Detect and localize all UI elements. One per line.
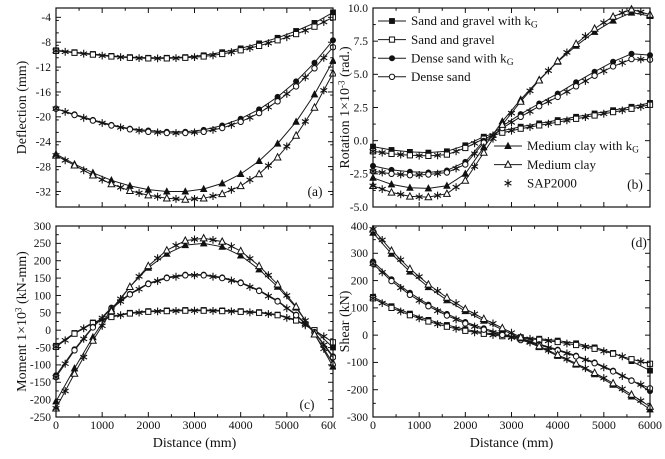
y-tick-label: 7.5 <box>354 36 369 48</box>
series-group <box>368 4 655 201</box>
y-tick-label: -16 <box>36 87 52 99</box>
y-tick-label: 10.0 <box>348 3 368 15</box>
y-tick-label: 50 <box>40 308 52 320</box>
x-tick-label: 4000 <box>546 418 570 432</box>
y-tick-label: -100 <box>30 360 51 372</box>
y-tick-label: 100 <box>34 290 52 302</box>
plot-frame <box>55 225 334 418</box>
y-tick-label: 100 <box>351 303 369 315</box>
y-tick-label: 250 <box>34 238 52 250</box>
plot-frame <box>372 225 651 418</box>
y-tick-label: 0 <box>362 330 368 342</box>
y-tick-label: -100 <box>347 357 368 369</box>
legend-label: Dense sand <box>411 69 471 84</box>
x-tick-label: 3000 <box>500 418 524 432</box>
legend-label: Medium clay <box>527 157 596 172</box>
series-ast <box>369 55 645 179</box>
panel-b-rotation: 10.0 7.5 5.0 2.5 0.0 -2.5 -5.0 Rotation 1×10-3 … <box>337 3 655 214</box>
series-ast <box>369 259 645 389</box>
y-tick-label: -200 <box>30 394 51 406</box>
y-tick-label: -8 <box>41 37 51 49</box>
y-tick-label: -32 <box>36 186 52 198</box>
x-tick-label: 1000 <box>407 418 431 432</box>
panel-letter-label: (c) <box>300 397 315 412</box>
y-axis-label: Shear (kN) <box>338 290 353 352</box>
panel-letter-label: (d) <box>631 235 647 250</box>
y-tick-label: -24 <box>36 137 52 149</box>
y-tick-label: 0.0 <box>354 135 369 147</box>
series-ast <box>52 18 328 63</box>
y-tick-label: -5.0 <box>350 202 368 214</box>
axis-ticks <box>372 225 651 418</box>
y-tick-label: -2.5 <box>350 169 368 181</box>
plot-frame <box>372 7 651 208</box>
x-tick-label: 6000 <box>321 418 336 432</box>
panel-c-moment: 0100020003000400050006000300250200150100… <box>14 222 336 451</box>
y-tick-label: -12 <box>36 62 52 74</box>
y-tick-label: -250 <box>30 412 51 424</box>
y-tick-label: 400 <box>351 222 369 233</box>
y-axis-label: Moment 1×103 (kN-mm) <box>14 251 31 392</box>
legend-label: Medium clay with kG <box>527 138 639 156</box>
panel-letter-label: (a) <box>308 184 323 199</box>
series-group <box>51 9 336 203</box>
y-tick-label: 300 <box>351 248 369 260</box>
x-tick-label: 5000 <box>275 418 299 432</box>
x-tick-label: 4000 <box>229 418 253 432</box>
x-tick-label: 2000 <box>453 418 477 432</box>
panel-a-deflection: -4 -8 -12 -16 -20 -24 -28 -32 Deflection (mm) (a) <box>15 7 336 208</box>
series-ast <box>369 225 645 405</box>
series-ast <box>52 53 328 137</box>
x-tick-label: 2000 <box>136 418 160 432</box>
y-tick-label: -200 <box>347 385 368 397</box>
x-tick-label: 0 <box>370 418 376 432</box>
x-axis-label: Distance (mm) <box>153 436 237 451</box>
series-ast <box>369 8 645 201</box>
y-tick-label: 150 <box>34 273 52 285</box>
legend-label: SAP2000 <box>527 175 577 190</box>
y-tick-label: -300 <box>347 412 368 424</box>
series-fc <box>369 258 653 395</box>
y-tick-label: 5.0 <box>354 69 369 81</box>
series-ast <box>52 86 328 203</box>
x-tick-label: 5000 <box>592 418 616 432</box>
y-tick-label: 200 <box>34 256 52 268</box>
y-axis-label: Rotation 1×10-3 (rad.) <box>337 46 354 169</box>
y-tick-label: -150 <box>30 377 51 389</box>
x-tick-label: 6000 <box>638 418 662 432</box>
series-group <box>368 224 655 413</box>
series-ft <box>52 56 336 195</box>
legend-label: Sand and gravel with kG <box>411 13 538 31</box>
y-tick-label: 200 <box>351 275 369 287</box>
y-tick-label: 2.5 <box>354 102 369 114</box>
y-tick-label: -4 <box>41 12 51 24</box>
y-axis-label: Deflection (mm) <box>15 60 30 154</box>
plot-frame <box>55 7 334 208</box>
series-oc <box>369 260 654 392</box>
y-tick-label: -20 <box>36 112 52 124</box>
series-group <box>51 233 336 413</box>
panel-d-shear: 0 1000 2000 3000 4000 5000 60004003002001000-1… <box>338 222 662 451</box>
y-tick-label: -50 <box>36 342 52 354</box>
panel-letter-label: (b) <box>627 177 643 192</box>
y-tick-label: 300 <box>34 222 52 233</box>
series-oc <box>52 272 336 381</box>
y-tick-label: 0 <box>45 325 51 337</box>
x-tick-label: 0 <box>53 418 59 432</box>
x-tick-label: 1000 <box>90 418 114 432</box>
legend-label: Dense sand with kG <box>411 50 514 68</box>
x-axis-label: Distance (mm) <box>470 436 554 451</box>
legend-label: Sand and gravel <box>411 32 495 47</box>
y-tick-label: -28 <box>36 161 52 173</box>
x-tick-label: 3000 <box>183 418 207 432</box>
